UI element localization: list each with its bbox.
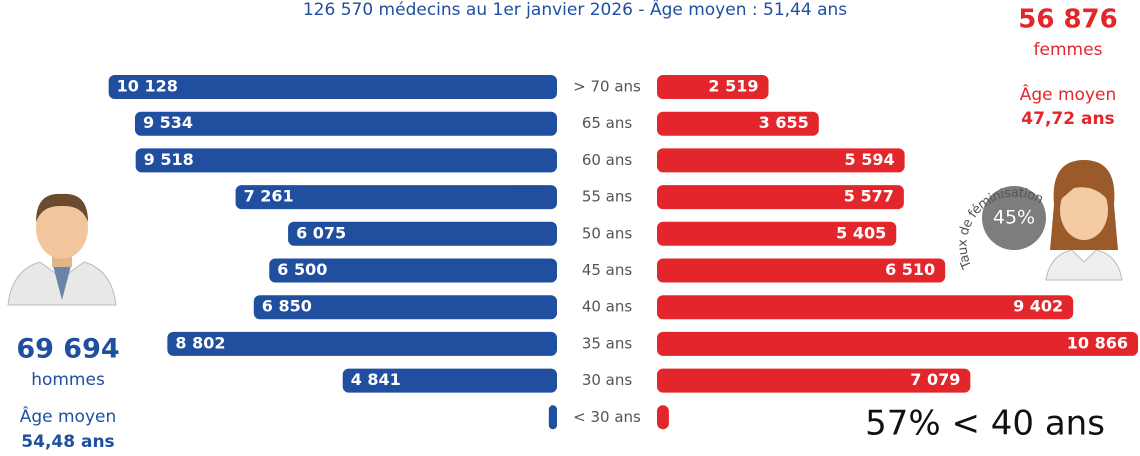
category-label: 30 ans	[582, 371, 633, 389]
category-label: 45 ans	[582, 261, 633, 279]
value-label: 10 128	[117, 77, 178, 96]
value-label: 9 534	[143, 113, 193, 132]
category-label: 65 ans	[582, 114, 633, 132]
value-label: 7 079	[910, 370, 960, 389]
category-label: 55 ans	[582, 188, 633, 206]
women-label: femmes	[1034, 40, 1103, 60]
value-label: 9 402	[1013, 297, 1063, 316]
value-label: 4 841	[351, 370, 401, 389]
bar	[549, 405, 557, 429]
women-total: 56 876	[1018, 5, 1118, 35]
bar	[136, 148, 557, 172]
man-icon	[8, 194, 116, 305]
category-label: 50 ans	[582, 224, 633, 242]
value-label: 10 866	[1067, 333, 1128, 352]
category-label: 35 ans	[582, 334, 633, 352]
woman-icon	[1046, 160, 1122, 280]
value-label: 6 075	[296, 223, 346, 242]
value-label: 185	[505, 407, 538, 426]
category-label: > 70 ans	[573, 78, 641, 96]
value-label: 5 577	[844, 187, 894, 206]
value-label: 9 518	[144, 150, 194, 169]
value-label: 7 261	[244, 187, 294, 206]
value-label: 5 594	[845, 150, 895, 169]
category-label: 40 ans	[582, 298, 633, 316]
value-label: 6 850	[262, 297, 312, 316]
bar	[657, 405, 669, 429]
value-label: 6 500	[277, 260, 327, 279]
women-age-label: Âge moyen	[1020, 83, 1117, 105]
men-label: hommes	[31, 370, 105, 390]
young-share: 57% < 40 ans	[865, 404, 1105, 444]
men-age-label: Âge moyen	[20, 405, 117, 427]
value-label: 6 510	[885, 260, 935, 279]
chart: 126 570 médecins au 1er janvier 2026 - Â…	[0, 0, 1140, 456]
value-label: 2 519	[708, 77, 758, 96]
rate-value: 45%	[993, 207, 1035, 229]
value-label: 269	[679, 407, 712, 426]
bar	[657, 295, 1073, 319]
bar	[167, 332, 557, 356]
category-label: < 30 ans	[573, 408, 641, 426]
value-label: 8 802	[175, 333, 225, 352]
bar	[135, 112, 557, 136]
men-age: 54,48 ans	[21, 432, 114, 452]
women-age: 47,72 ans	[1021, 109, 1114, 129]
value-label: 3 655	[759, 113, 809, 132]
value-label: 5 405	[836, 223, 886, 242]
men-total: 69 694	[16, 334, 119, 365]
category-label: 60 ans	[582, 151, 633, 169]
chart-title: 126 570 médecins au 1er janvier 2026 - Â…	[303, 0, 847, 20]
